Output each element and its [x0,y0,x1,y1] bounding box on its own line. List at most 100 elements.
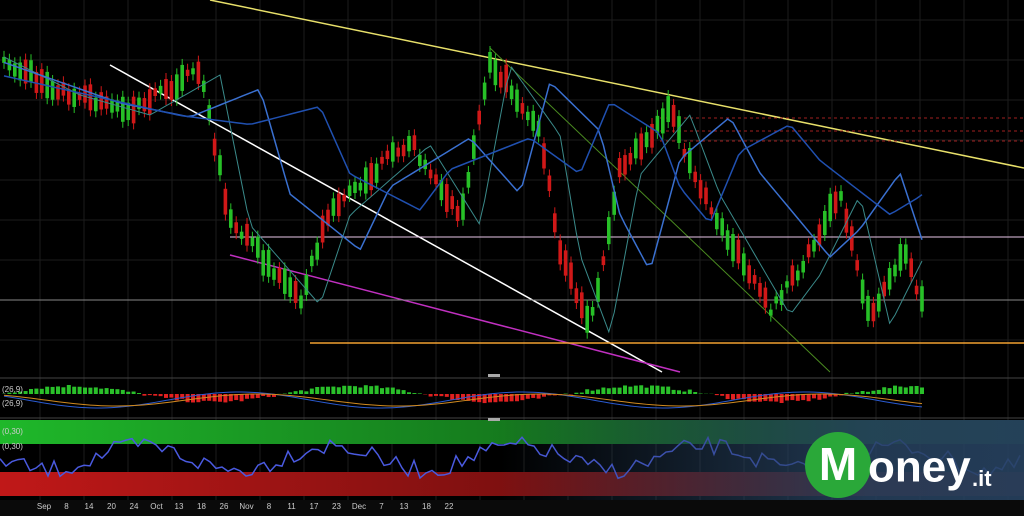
macd-bar [104,388,109,394]
candle-body [18,62,22,81]
logo: M oney .it [805,432,992,498]
candle-body [747,265,751,284]
candle-body [212,138,217,156]
macd-bar [731,394,735,400]
candle-body [655,115,660,133]
macd-bar [18,391,23,394]
macd-bar [444,394,449,397]
macd-bar [542,394,546,397]
logo-word: oney [868,443,971,492]
candle-body [887,268,892,290]
macd-bar [153,394,158,396]
candle-body [526,111,530,121]
macd-bar [736,394,741,399]
candle-body [88,84,93,111]
macd-bar [882,387,887,394]
candle-body [542,143,546,169]
candle-body [601,256,606,266]
candle-body [418,154,422,166]
candle-body [509,85,514,100]
candle-body [639,133,643,160]
candle-body [623,155,627,175]
macd-bar [817,394,822,400]
candle-body [893,264,897,277]
candle-body [77,92,82,100]
macd-bar [574,392,579,394]
candle-body [293,280,298,303]
x-tick-label: 13 [175,502,184,511]
candle-body [569,262,573,289]
macd-bar [180,394,185,399]
candle-body [466,172,471,188]
candle-body [774,296,778,304]
macd-bar [326,386,330,394]
candle-body [401,144,406,157]
macd-bar [639,385,644,394]
candle-body [688,148,692,174]
candle-body [126,102,130,121]
candle-body [796,270,800,281]
candle-body [369,163,373,191]
macd-bar [822,394,827,399]
macd-bar [606,388,611,394]
macd-bar [828,394,833,397]
candle-body [758,282,762,297]
macd-bar [390,387,395,394]
macd-bar [56,386,60,394]
macd-bar [239,394,244,402]
candle-body [661,108,665,134]
candle-body [396,147,400,157]
candle-body [331,198,336,216]
macd-bar [93,387,98,394]
candle-body [310,255,314,267]
candle-body [337,193,341,217]
macd-bar [590,390,595,394]
resize-handle[interactable] [488,418,500,421]
candle-body [801,260,805,273]
macd-bar [693,392,698,394]
trend-line [109,64,663,373]
candle-body [806,244,811,258]
macd-bar [288,392,293,394]
candle-body [877,293,881,312]
candle-body [239,231,244,239]
macd-bar [12,392,17,394]
candle-body [607,217,611,245]
candle-body [585,305,589,333]
macd-bar [477,394,482,403]
macd-bar [434,394,438,396]
candle-body [898,244,903,271]
candle-body [844,208,849,233]
candle-body [736,239,741,264]
macd-bar [137,393,141,394]
macd-bar [720,394,725,396]
candle-body [914,285,919,295]
candle-body [704,187,708,205]
macd-bar [687,389,692,394]
x-tick-label: 7 [379,502,384,511]
candle-body [256,236,260,258]
macd-bar [844,392,849,394]
macd-bar [363,385,368,394]
macd-bar [855,392,860,394]
macd-bar [666,386,671,394]
macd-bar [520,394,525,401]
candle-body [342,194,346,202]
x-tick-label: 17 [310,502,319,511]
macd-bar [876,389,881,394]
macd-bar [164,394,168,398]
macd-bar [887,388,892,394]
candle-body [455,205,460,222]
macd-bar [428,394,433,397]
candle-body [202,80,206,92]
macd-bar [596,389,600,394]
candle-body [720,218,724,236]
macd-bar [272,394,276,397]
resize-handle[interactable] [488,374,500,377]
macd-bar [612,387,617,394]
candle-body [504,64,508,93]
macd-bar [245,394,249,399]
candle-body [790,265,795,286]
macd-bar [779,394,784,403]
